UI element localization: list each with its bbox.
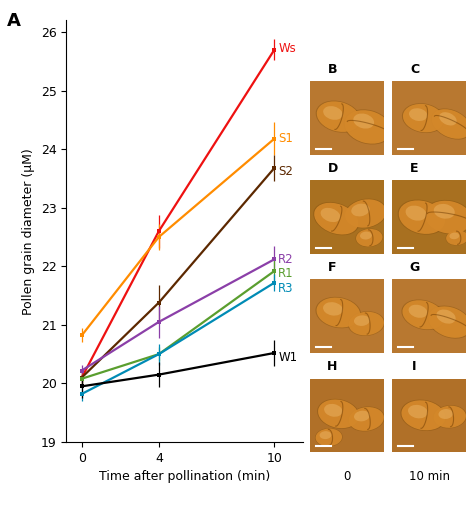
Text: W1: W1: [278, 351, 298, 364]
Ellipse shape: [401, 400, 445, 430]
Text: D: D: [328, 162, 337, 175]
Text: 0: 0: [344, 470, 351, 483]
Ellipse shape: [431, 108, 472, 140]
Ellipse shape: [345, 199, 386, 228]
Ellipse shape: [402, 103, 445, 133]
Ellipse shape: [438, 409, 453, 419]
Text: B: B: [328, 63, 337, 76]
Ellipse shape: [316, 101, 361, 133]
Ellipse shape: [434, 204, 455, 218]
Text: S1: S1: [278, 132, 293, 145]
Ellipse shape: [316, 429, 342, 446]
Ellipse shape: [348, 406, 385, 431]
Ellipse shape: [354, 410, 370, 421]
Text: H: H: [328, 360, 337, 373]
Ellipse shape: [439, 112, 457, 125]
Ellipse shape: [317, 399, 360, 429]
Ellipse shape: [320, 208, 340, 222]
Ellipse shape: [402, 300, 444, 329]
Ellipse shape: [434, 406, 466, 428]
Ellipse shape: [398, 200, 446, 235]
Ellipse shape: [409, 108, 428, 121]
Text: R2: R2: [278, 253, 294, 266]
Ellipse shape: [315, 428, 343, 447]
Text: R1: R1: [278, 267, 294, 280]
Ellipse shape: [446, 230, 469, 245]
Text: E: E: [410, 162, 419, 175]
Text: 10 min: 10 min: [409, 470, 450, 483]
Ellipse shape: [406, 206, 427, 220]
Text: F: F: [328, 261, 337, 274]
Ellipse shape: [446, 230, 468, 245]
Ellipse shape: [318, 399, 359, 428]
Ellipse shape: [349, 407, 384, 431]
Ellipse shape: [348, 311, 385, 336]
Ellipse shape: [408, 405, 428, 419]
Ellipse shape: [401, 400, 447, 431]
Ellipse shape: [315, 297, 361, 328]
Ellipse shape: [433, 405, 467, 428]
Text: I: I: [412, 360, 417, 373]
Ellipse shape: [449, 233, 459, 239]
Ellipse shape: [425, 201, 472, 234]
Ellipse shape: [314, 203, 358, 235]
X-axis label: Time after pollination (min): Time after pollination (min): [99, 470, 271, 483]
Ellipse shape: [403, 104, 444, 132]
Ellipse shape: [360, 232, 372, 240]
Ellipse shape: [424, 200, 473, 234]
Ellipse shape: [437, 309, 456, 324]
Ellipse shape: [317, 101, 360, 132]
Ellipse shape: [344, 109, 392, 144]
Text: G: G: [410, 261, 419, 274]
Text: S2: S2: [278, 165, 293, 178]
Ellipse shape: [432, 109, 471, 139]
Ellipse shape: [324, 404, 342, 417]
Ellipse shape: [354, 315, 370, 326]
Ellipse shape: [401, 299, 445, 330]
Ellipse shape: [323, 106, 343, 120]
Ellipse shape: [399, 201, 445, 234]
Ellipse shape: [356, 229, 383, 246]
Ellipse shape: [317, 298, 360, 328]
Ellipse shape: [428, 306, 472, 339]
Ellipse shape: [351, 204, 370, 216]
Ellipse shape: [345, 110, 391, 144]
Text: Ws: Ws: [278, 42, 296, 55]
Ellipse shape: [353, 113, 374, 129]
Ellipse shape: [428, 306, 471, 338]
Ellipse shape: [323, 302, 343, 315]
Ellipse shape: [349, 312, 384, 335]
Ellipse shape: [344, 199, 387, 229]
Y-axis label: Pollen grain diameter (μM): Pollen grain diameter (μM): [22, 148, 35, 314]
Ellipse shape: [409, 305, 428, 318]
Text: C: C: [410, 63, 419, 76]
Ellipse shape: [313, 202, 359, 235]
Ellipse shape: [356, 229, 383, 247]
Text: R3: R3: [278, 282, 294, 295]
Ellipse shape: [319, 431, 331, 439]
Text: A: A: [7, 12, 21, 30]
